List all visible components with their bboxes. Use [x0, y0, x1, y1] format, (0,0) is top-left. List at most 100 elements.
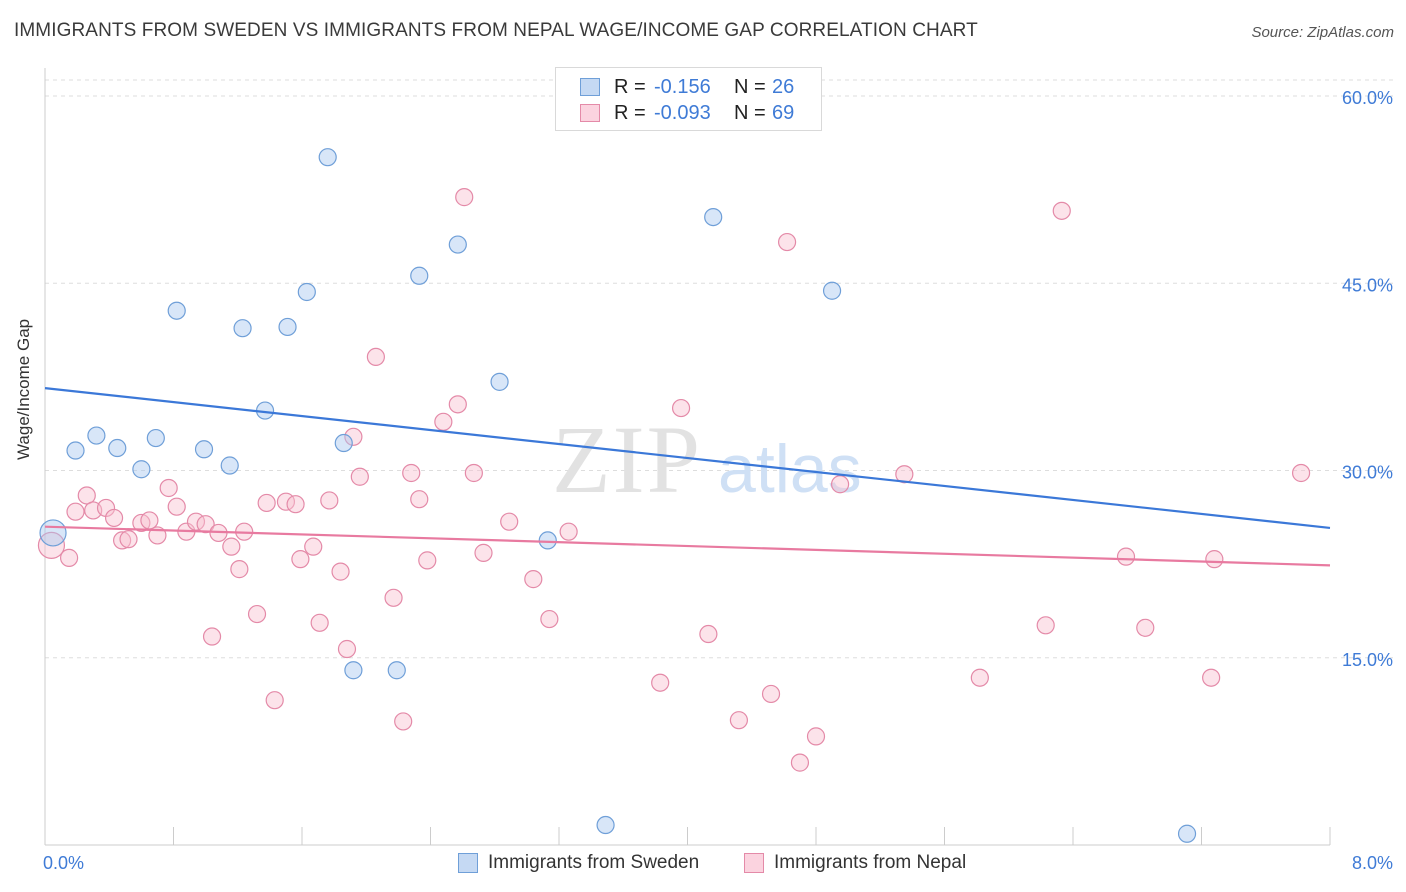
legend-swatch-sweden — [580, 78, 600, 96]
sweden-point — [344, 661, 363, 680]
legend-n-label: N = — [734, 101, 766, 124]
nepal-point — [761, 684, 781, 704]
nepal-point — [1136, 618, 1155, 637]
nepal-point — [464, 463, 483, 483]
nepal-point — [366, 347, 385, 367]
nepal-point — [59, 548, 79, 567]
nepal-point — [434, 412, 453, 431]
legend-n-value: 26 — [772, 75, 795, 98]
sweden-point — [822, 281, 842, 300]
bottom-legend-swatch-nepal — [744, 853, 764, 873]
nepal-point — [247, 604, 267, 624]
x-tick-label: 8.0% — [1352, 853, 1393, 873]
bottom-legend-nepal: Immigrants from Nepal — [744, 852, 966, 874]
y-tick-label: 30.0% — [1342, 463, 1393, 483]
sweden-point — [318, 148, 337, 167]
sweden-point — [167, 301, 186, 320]
nepal-point — [230, 560, 249, 579]
legend-r-value: -0.093 — [654, 101, 711, 124]
sweden-points — [39, 110, 1197, 843]
y-tick-label: 45.0% — [1342, 275, 1393, 295]
sweden-point — [278, 317, 297, 337]
legend-swatch-nepal — [580, 104, 600, 122]
sweden-trend-line — [44, 387, 1331, 530]
nepal-points — [37, 188, 1311, 772]
sweden-point — [132, 460, 151, 479]
nepal-point — [291, 550, 310, 569]
legend-row-sweden: R = -0.156 N = 26 — [556, 74, 794, 100]
sweden-point — [233, 319, 252, 338]
nepal-point — [1052, 201, 1071, 220]
sweden-point — [704, 207, 723, 227]
legend-n-label: N = — [734, 75, 766, 98]
sweden-point — [297, 282, 316, 302]
nepal-point — [320, 491, 339, 510]
nepal-point — [895, 465, 914, 484]
nepal-point — [448, 395, 467, 414]
legend-n-value: 69 — [772, 101, 795, 124]
bottom-legend-swatch-sweden — [458, 853, 478, 873]
watermark-zip: ZIP — [552, 406, 702, 513]
sweden-point — [490, 372, 509, 391]
nepal-point — [310, 613, 329, 632]
nepal-point — [222, 537, 241, 556]
tick-labels: 15.0% 30.0% 45.0% 60.0% 0.0% 8.0% — [43, 88, 1393, 873]
nepal-point — [337, 639, 357, 659]
bottom-legend-label-sweden: Immigrants from Sweden — [488, 852, 700, 873]
y-axis-label: Wage/Income Gap — [14, 318, 33, 460]
trend-lines — [44, 387, 1331, 567]
nepal-point — [806, 727, 826, 746]
nepal-point — [1205, 550, 1224, 569]
sweden-point — [87, 426, 106, 445]
legend-r-label: R = — [614, 75, 646, 98]
nepal-point — [112, 531, 132, 550]
nepal-point — [1116, 547, 1136, 566]
sweden-point — [448, 235, 467, 254]
bottom-legend-label-nepal: Immigrants from Nepal — [774, 852, 967, 873]
nepal-point — [790, 753, 810, 772]
y-tick-label: 15.0% — [1342, 650, 1393, 670]
nepal-point — [167, 497, 186, 516]
sweden-point — [220, 456, 239, 475]
nepal-point — [140, 511, 159, 530]
sweden-point — [334, 433, 353, 453]
nepal-point — [699, 624, 718, 644]
nepal-point — [350, 467, 369, 486]
nepal-point — [474, 543, 493, 562]
nepal-point — [777, 232, 797, 252]
nepal-point — [257, 493, 276, 513]
nepal-point — [265, 691, 284, 710]
nepal-point — [651, 673, 670, 692]
nepal-point — [202, 627, 222, 646]
nepal-point — [66, 502, 85, 521]
nepal-point — [559, 522, 578, 541]
nepal-point — [970, 668, 989, 687]
nepal-point — [1291, 463, 1311, 483]
nepal-point — [1202, 668, 1221, 687]
nepal-point — [455, 188, 474, 207]
nepal-point — [159, 478, 178, 498]
chart-title: IMMIGRANTS FROM SWEDEN VS IMMIGRANTS FRO… — [14, 20, 978, 41]
nepal-point — [304, 537, 323, 556]
nepal-point — [540, 609, 559, 629]
nepal-point — [77, 486, 96, 505]
nepal-point — [394, 712, 413, 731]
nepal-trend-line — [44, 525, 1331, 567]
sweden-point — [1177, 824, 1197, 843]
nepal-point — [671, 398, 691, 418]
sweden-point — [39, 519, 67, 547]
nepal-point — [729, 711, 749, 730]
sweden-point — [410, 266, 429, 285]
legend-r-value: -0.156 — [654, 75, 711, 98]
nepal-point — [1036, 616, 1055, 635]
nepal-point — [500, 512, 519, 531]
nepal-point — [384, 588, 403, 607]
sweden-point — [538, 531, 557, 550]
nepal-point — [104, 508, 124, 528]
nepal-point — [410, 490, 429, 509]
sweden-point — [387, 661, 406, 680]
axes — [44, 68, 1331, 846]
nepal-point — [119, 530, 138, 549]
nepal-point — [524, 570, 543, 589]
